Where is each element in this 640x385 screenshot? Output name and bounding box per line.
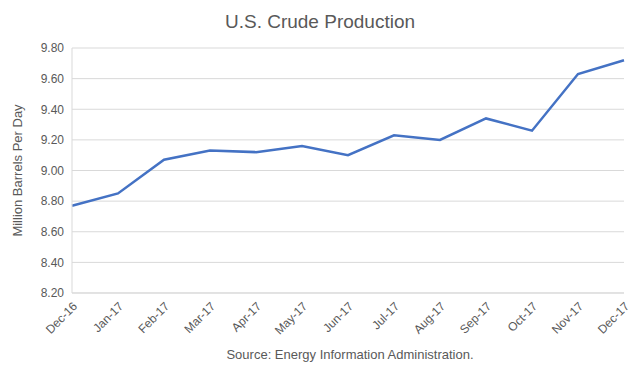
svg-text:Mar-17: Mar-17	[181, 299, 218, 336]
svg-text:Jun-17: Jun-17	[320, 299, 356, 335]
svg-text:8.20: 8.20	[41, 286, 65, 300]
svg-text:8.60: 8.60	[41, 225, 65, 239]
svg-text:9.80: 9.80	[41, 41, 65, 55]
svg-text:9.20: 9.20	[41, 133, 65, 147]
svg-text:Jan-17: Jan-17	[90, 299, 126, 335]
svg-text:Jul-17: Jul-17	[369, 299, 402, 332]
svg-text:Nov-17: Nov-17	[549, 299, 586, 336]
svg-text:9.00: 9.00	[41, 164, 65, 178]
html-text:U.S. Crude Production: U.S. Crude Production	[225, 11, 415, 32]
svg-text:May-17: May-17	[272, 299, 310, 337]
svg-text:9.40: 9.40	[41, 103, 65, 117]
svg-text:Aug-17: Aug-17	[411, 299, 448, 336]
svg-text:Apr-17: Apr-17	[229, 299, 265, 335]
html-text:Source: Energy Information Adm: Source: Energy Information Administratio…	[226, 347, 474, 362]
svg-text:9.60: 9.60	[41, 72, 65, 86]
svg-text:Dec-16: Dec-16	[43, 299, 80, 336]
svg-text:Dec-17: Dec-17	[595, 299, 632, 336]
svg-text:Feb-17: Feb-17	[135, 299, 172, 336]
svg-text:8.40: 8.40	[41, 256, 65, 270]
svg-text:8.80: 8.80	[41, 194, 65, 208]
svg-text:Oct-17: Oct-17	[505, 299, 541, 335]
svg-text:Sep-17: Sep-17	[457, 299, 494, 336]
svg-text:Million Barrels Per Day: Million Barrels Per Day	[10, 104, 25, 237]
